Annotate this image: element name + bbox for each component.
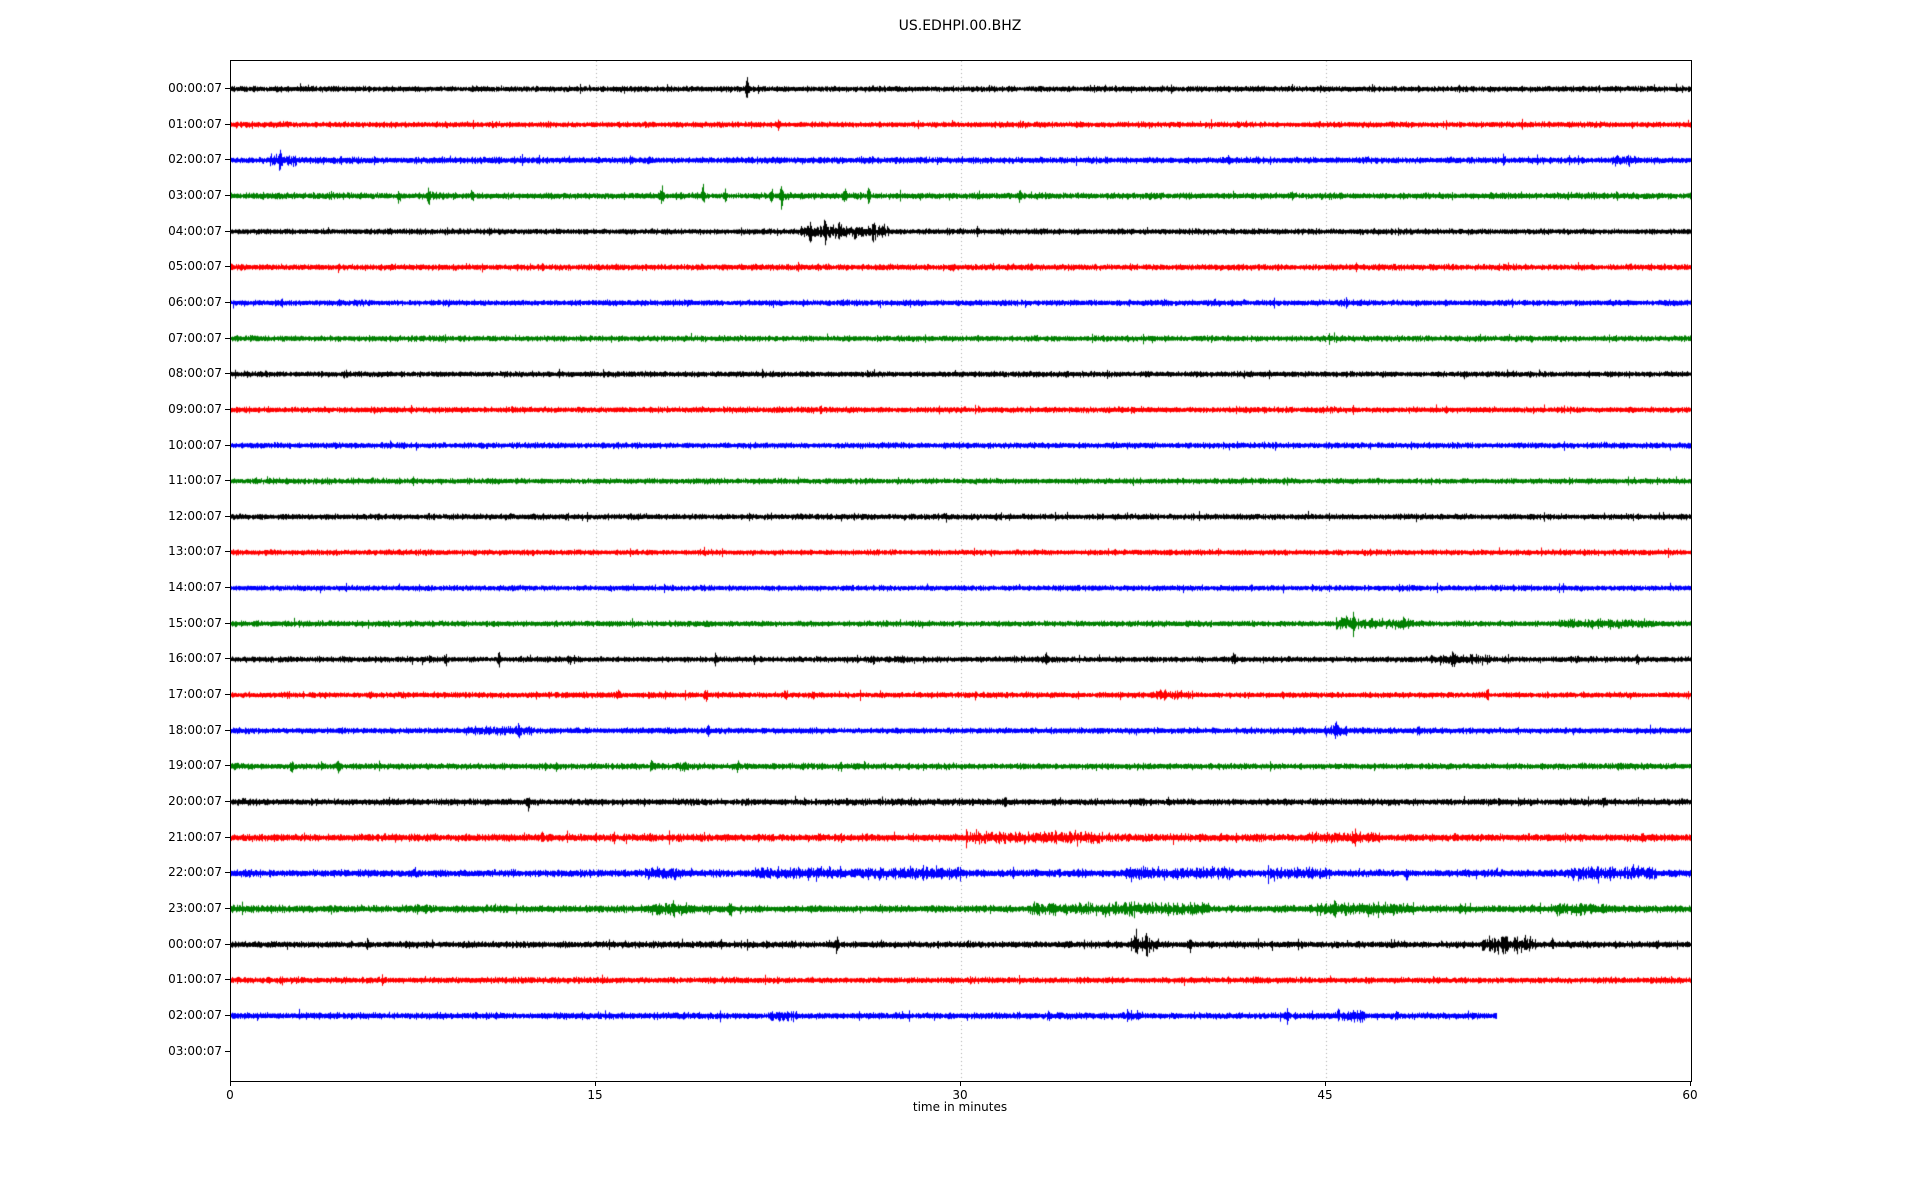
y-axis-label: 07:00:07 (168, 330, 222, 345)
y-axis-tick (225, 622, 230, 624)
y-axis-tick (225, 480, 230, 482)
x-axis-tick (960, 1081, 961, 1086)
x-axis-tick-label: 45 (1317, 1088, 1333, 1102)
x-axis-tick-label: 0 (226, 1088, 234, 1102)
y-axis-label: 15:00:07 (168, 615, 222, 630)
y-axis-label: 05:00:07 (168, 259, 222, 274)
x-axis-tick (1325, 1081, 1326, 1086)
x-axis-tick-label: 60 (1682, 1088, 1698, 1102)
y-axis-label: 06:00:07 (168, 294, 222, 309)
y-axis-label: 21:00:07 (168, 829, 222, 844)
y-axis-tick (225, 943, 230, 945)
y-axis-tick (225, 801, 230, 802)
y-axis-tick (225, 444, 230, 446)
y-axis-tick (225, 88, 230, 89)
y-axis-label: 03:00:07 (168, 1043, 222, 1058)
y-axis-tick (225, 1050, 230, 1052)
y-axis-label: 10:00:07 (168, 437, 222, 452)
y-axis-label: 23:00:07 (168, 900, 222, 915)
y-axis-label: 18:00:07 (168, 722, 222, 737)
y-axis-tick (225, 907, 230, 909)
y-axis-label: 22:00:07 (168, 865, 222, 880)
y-axis-tick (225, 159, 230, 161)
x-axis-tick (230, 1081, 231, 1086)
y-axis-tick (225, 1014, 230, 1016)
y-axis-tick (225, 408, 230, 410)
y-axis-label: 13:00:07 (168, 544, 222, 559)
x-axis-tick-label: 15 (587, 1088, 603, 1102)
y-axis-label: 04:00:07 (168, 223, 222, 238)
y-axis-label: 16:00:07 (168, 651, 222, 666)
y-axis-tick (225, 123, 230, 125)
plot-area (230, 60, 1692, 1082)
y-axis-tick (225, 301, 230, 303)
y-axis-tick (225, 373, 230, 375)
y-axis-tick (225, 337, 230, 339)
y-axis-label: 19:00:07 (168, 758, 222, 773)
y-axis-tick (225, 230, 230, 232)
y-axis-tick (225, 587, 230, 589)
x-axis-tick-label: 30 (952, 1088, 968, 1102)
y-axis-label: 14:00:07 (168, 580, 222, 595)
y-axis-tick (225, 836, 230, 838)
y-axis-label: 11:00:07 (168, 473, 222, 488)
seismogram-canvas (231, 61, 1691, 1081)
y-axis-label: 02:00:07 (168, 152, 222, 167)
chart-title: US.EDHPI.00.BHZ (898, 18, 1022, 34)
y-axis-tick (225, 979, 230, 981)
y-axis-label: 00:00:07 (168, 81, 222, 95)
y-axis-tick (225, 658, 230, 660)
y-axis-label: 01:00:07 (168, 116, 222, 131)
y-axis-label: 02:00:07 (168, 1007, 222, 1022)
y-axis-tick (225, 266, 230, 268)
y-axis-label: 08:00:07 (168, 366, 222, 381)
y-axis-label: 17:00:07 (168, 687, 222, 702)
y-axis-tick (225, 765, 230, 767)
y-axis-label: 01:00:07 (168, 972, 222, 987)
y-axis-label: 00:00:07 (168, 936, 222, 951)
y-axis-label: 09:00:07 (168, 401, 222, 416)
y-axis-tick (225, 872, 230, 874)
y-axis-tick (225, 694, 230, 696)
y-axis-label: 20:00:07 (168, 794, 222, 808)
x-axis-tick (1690, 1081, 1691, 1086)
y-axis-tick (225, 515, 230, 517)
y-axis-label: 03:00:07 (168, 187, 222, 202)
x-axis-tick (595, 1081, 596, 1086)
y-axis-tick (225, 551, 230, 553)
y-axis-tick (225, 194, 230, 196)
y-axis-tick (225, 729, 230, 731)
y-axis-label: 12:00:07 (168, 508, 222, 523)
x-axis-title: time in minutes (912, 1100, 1008, 1114)
